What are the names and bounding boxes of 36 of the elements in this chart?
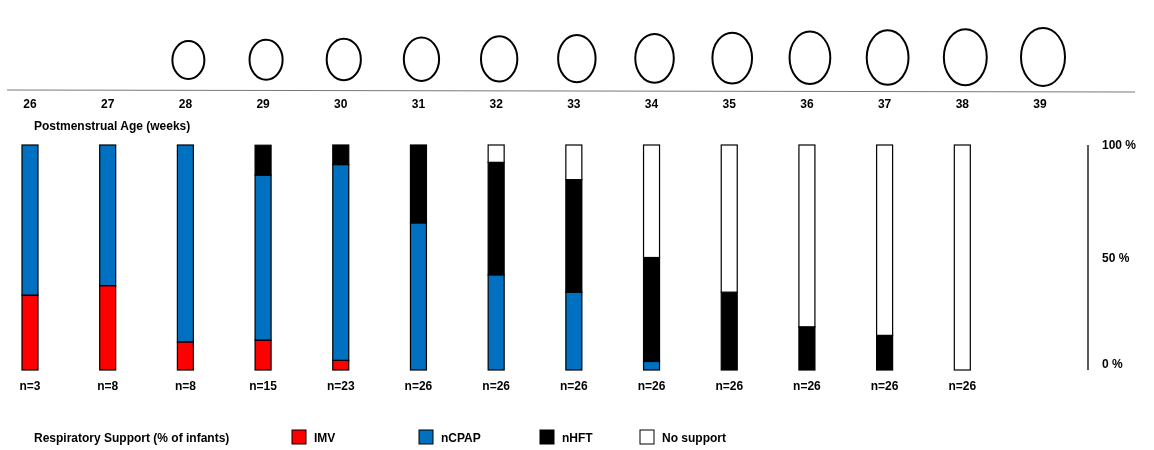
text: n=26 (560, 379, 589, 393)
text: n=23 (326, 379, 355, 393)
x-axis-title: Postmenstrual Age (weeks) (34, 119, 191, 133)
text: n=26 (870, 379, 899, 393)
y-tick-label: 50 % (1102, 250, 1130, 265)
x-tick-label: 33 (567, 97, 581, 111)
text: n=3 (19, 379, 41, 393)
x-tick-label: 30 (334, 97, 348, 111)
legend-label: IMV (314, 431, 336, 445)
legend-label: nHFT (562, 431, 594, 445)
x-tick-label: 26 (23, 97, 37, 111)
text: n=26 (793, 379, 822, 393)
legend-label: No support (662, 431, 726, 445)
text: n=26 (404, 379, 433, 393)
text: n=26 (715, 379, 744, 393)
x-tick-label: 37 (877, 97, 892, 111)
x-tick-label: 32 (489, 97, 504, 111)
x-tick-label: 28 (178, 97, 193, 111)
y-tick-label: 100 % (1102, 138, 1137, 153)
x-tick-label: 27 (101, 97, 115, 111)
text: n=8 (97, 379, 119, 393)
x-tick-label: 36 (800, 97, 814, 111)
y-tick-label: 0 % (1102, 357, 1124, 372)
legend-title: Respiratory Support (% of infants) (34, 431, 230, 445)
x-tick-label: 38 (955, 97, 970, 111)
text: n=26 (637, 379, 666, 393)
text: n=15 (249, 379, 278, 393)
text: n=26 (482, 379, 511, 393)
text: n=26 (948, 379, 977, 393)
x-tick-label: 35 (722, 97, 737, 111)
x-tick-label: 29 (256, 97, 271, 111)
x-tick-label: 31 (411, 97, 426, 111)
x-tick-label: 39 (1033, 97, 1047, 111)
x-tick-label: 34 (644, 97, 659, 111)
text: n=8 (174, 379, 197, 393)
legend-label: nCPAP (441, 431, 481, 445)
